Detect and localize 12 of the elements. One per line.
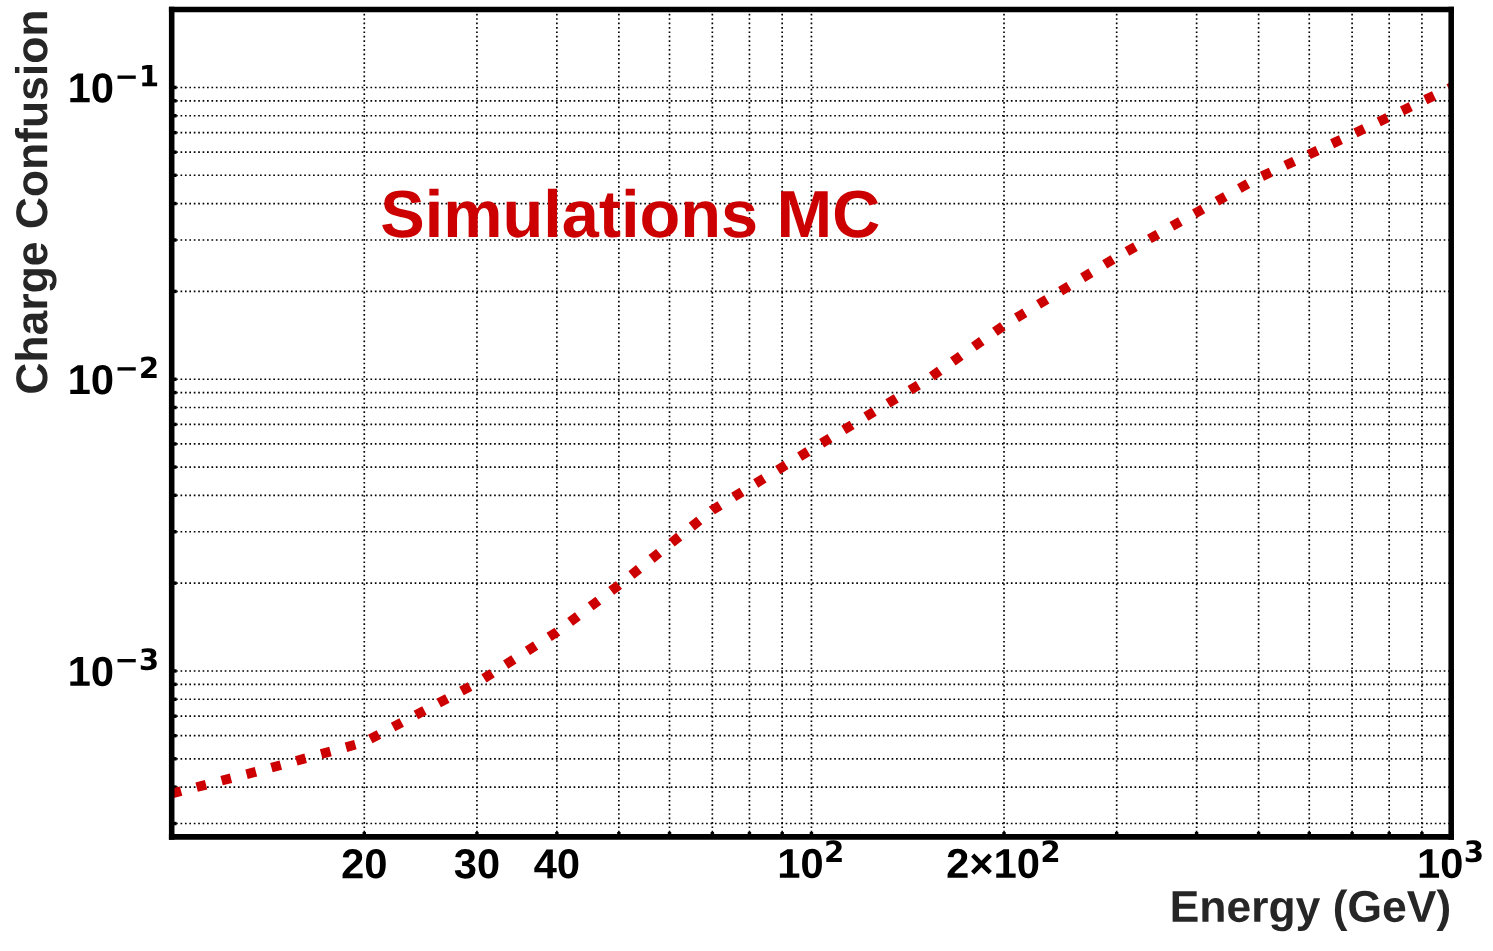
x-tick-label: 40: [534, 849, 579, 879]
x-tick-label: 30: [454, 849, 499, 879]
x-axis-title: Energy (GeV): [1172, 889, 1449, 932]
y-tick-label: 10$^{−2}$: [70, 356, 157, 395]
x-tick-label: 10$^{3}$: [1419, 840, 1482, 879]
y-tick-label: 10$^{−1}$: [70, 65, 158, 103]
x-tick-label: 10$^{2}$: [779, 840, 842, 879]
y-tick-label: 10$^{−3}$: [70, 648, 157, 687]
x-tick-label: 20: [342, 849, 386, 879]
x-tick-label: 2×10$^{2}$: [947, 840, 1059, 879]
y-axis-title: Charge Confusion: [14, 12, 57, 393]
annotation: Simulations MC: [382, 188, 879, 238]
